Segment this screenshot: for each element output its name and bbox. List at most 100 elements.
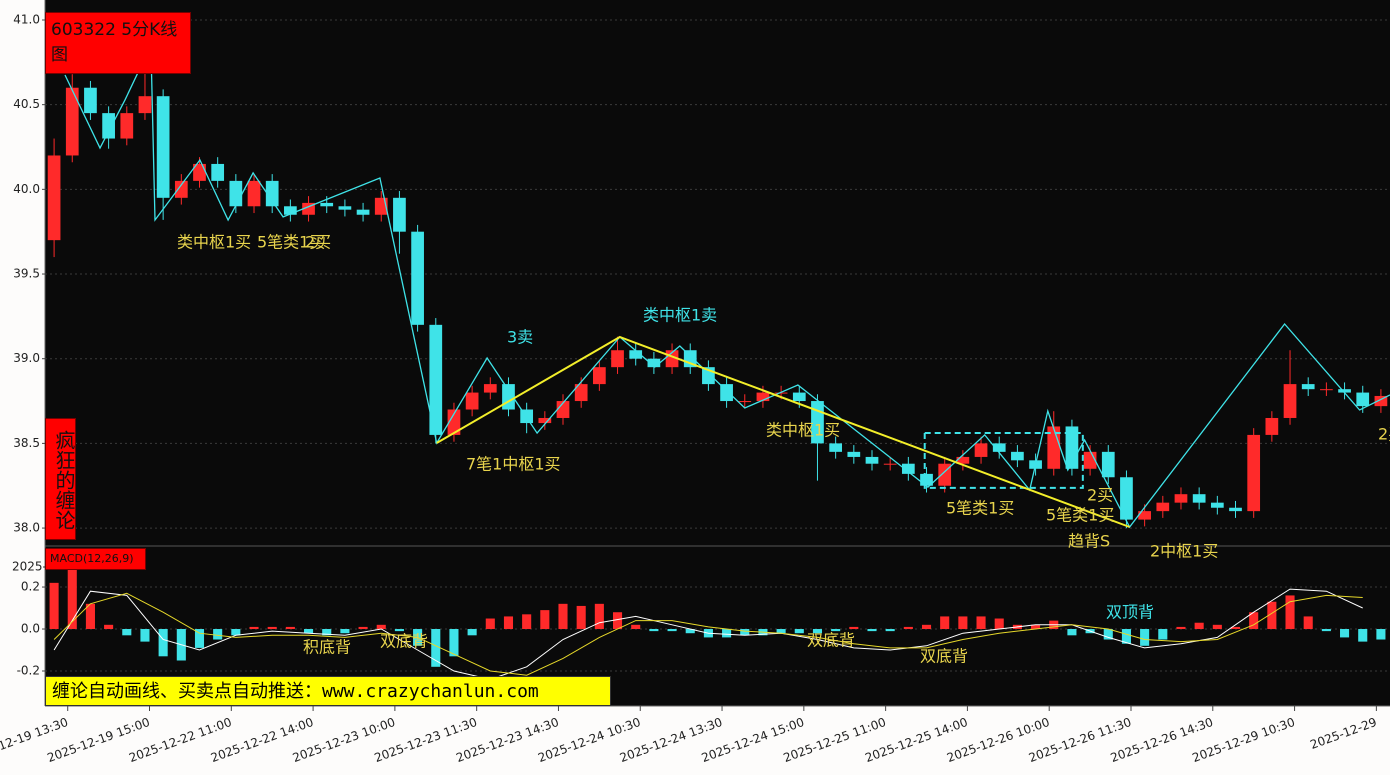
y-tick-label: 40.0 bbox=[13, 182, 40, 196]
candle-body bbox=[883, 463, 897, 465]
y-tick-label: 0.2 bbox=[21, 580, 40, 594]
y-tick-label: 38.0 bbox=[13, 521, 40, 535]
candle-body bbox=[1301, 384, 1315, 390]
candle-body bbox=[65, 87, 79, 156]
candle-body bbox=[465, 392, 479, 410]
candle-body bbox=[1320, 389, 1333, 391]
macd-bar bbox=[1212, 624, 1222, 630]
macd-bar bbox=[340, 629, 350, 634]
banner: 缠论自动画线、买卖点自动推送：www.crazychanlun.com bbox=[45, 676, 611, 706]
macd-bar bbox=[1140, 629, 1150, 646]
stroke-line bbox=[64, 45, 1390, 529]
candle-body bbox=[1247, 434, 1261, 512]
candle-body bbox=[84, 87, 97, 114]
macd-bar bbox=[885, 629, 895, 632]
candle-body bbox=[483, 384, 497, 393]
candle-body bbox=[1156, 502, 1170, 512]
candle-body bbox=[592, 367, 606, 385]
macd-bar bbox=[540, 610, 550, 630]
plot-layer bbox=[49, 566, 1386, 680]
macd-bar bbox=[122, 629, 132, 636]
macd-bar bbox=[1249, 612, 1259, 630]
zhongshu-box bbox=[923, 432, 1084, 489]
macd-bar bbox=[1158, 629, 1168, 640]
macd-bar bbox=[85, 603, 95, 630]
candle-body bbox=[920, 473, 933, 486]
macd-bar bbox=[267, 626, 277, 630]
candle-body bbox=[447, 409, 461, 435]
annotation: 2买 bbox=[305, 233, 331, 252]
macd-title: MACD(12,26,9) bbox=[45, 548, 146, 570]
annotation: 积底背 bbox=[303, 638, 351, 657]
macd-bar bbox=[503, 616, 514, 630]
candle-body bbox=[1192, 494, 1206, 503]
candle-body bbox=[1283, 384, 1297, 418]
macd-bar bbox=[994, 618, 1004, 630]
annotation: 类中枢1卖 bbox=[643, 306, 717, 325]
candle-body bbox=[647, 358, 661, 368]
y-tick-label: -0.2 bbox=[17, 663, 40, 677]
candle-body bbox=[284, 206, 297, 215]
macd-bar bbox=[322, 629, 332, 636]
candle-body bbox=[992, 443, 1006, 452]
macd-bar bbox=[394, 629, 404, 632]
macd-bar bbox=[740, 629, 750, 636]
candle-body bbox=[247, 180, 261, 207]
segment-line bbox=[436, 335, 1130, 528]
macd-bar bbox=[903, 626, 913, 630]
chart-title: 603322 5分K线图 bbox=[45, 12, 191, 74]
macd-bar bbox=[231, 629, 241, 636]
annotation: 2中枢1买 bbox=[1150, 542, 1218, 561]
candle-body bbox=[102, 113, 115, 139]
candle-body bbox=[411, 231, 424, 325]
annotation: 7笔1中枢1买 bbox=[466, 455, 561, 474]
macd-bar bbox=[831, 629, 841, 632]
plot-background bbox=[45, 0, 1390, 706]
macd-bar bbox=[49, 582, 59, 630]
macd-bar bbox=[940, 616, 950, 630]
candle-body bbox=[1101, 451, 1115, 478]
annotation: 类中枢1买 bbox=[766, 421, 840, 440]
side-label: 疯狂的缠论 bbox=[45, 418, 76, 540]
macd-bar bbox=[631, 624, 641, 630]
candle-body bbox=[1120, 477, 1133, 520]
candle-body bbox=[1265, 417, 1279, 435]
annotation: 双底背 bbox=[380, 632, 428, 651]
macd-bar bbox=[667, 629, 677, 632]
macd-bar bbox=[1303, 616, 1313, 630]
candle-body bbox=[1338, 389, 1351, 393]
macd-bar bbox=[976, 616, 986, 630]
annotation: 双底背 bbox=[807, 631, 855, 650]
candle-body bbox=[338, 206, 352, 210]
candle-body bbox=[865, 456, 879, 464]
candle-body bbox=[774, 392, 788, 394]
candle-body bbox=[974, 443, 988, 457]
annotation: 2买 bbox=[1087, 486, 1113, 505]
macd-bar bbox=[1321, 629, 1331, 632]
macd-bar bbox=[576, 605, 586, 630]
cut-label: 2025- bbox=[12, 560, 47, 574]
macd-bar bbox=[558, 603, 568, 630]
macd-bar bbox=[849, 626, 859, 630]
macd-bar bbox=[1340, 629, 1350, 638]
macd-bar bbox=[140, 629, 150, 642]
candle-body bbox=[120, 113, 134, 139]
annotation: 3卖 bbox=[507, 328, 533, 347]
candle-body bbox=[302, 202, 315, 215]
macd-bar bbox=[194, 629, 205, 648]
macd-bar bbox=[612, 612, 623, 630]
macd-bar bbox=[304, 629, 314, 634]
annotation: 双顶背 bbox=[1106, 603, 1154, 622]
macd-bar bbox=[104, 624, 114, 630]
candle-body bbox=[156, 96, 170, 198]
x-tick-label: 2025-12-29 bbox=[1308, 715, 1378, 752]
macd-bar bbox=[1103, 629, 1113, 640]
macd-bar bbox=[1358, 629, 1368, 642]
macd-bar bbox=[1267, 601, 1277, 630]
candle-body bbox=[1011, 451, 1024, 461]
macd-bar bbox=[649, 629, 659, 632]
candle-body bbox=[320, 202, 334, 207]
candle-body bbox=[556, 401, 570, 418]
